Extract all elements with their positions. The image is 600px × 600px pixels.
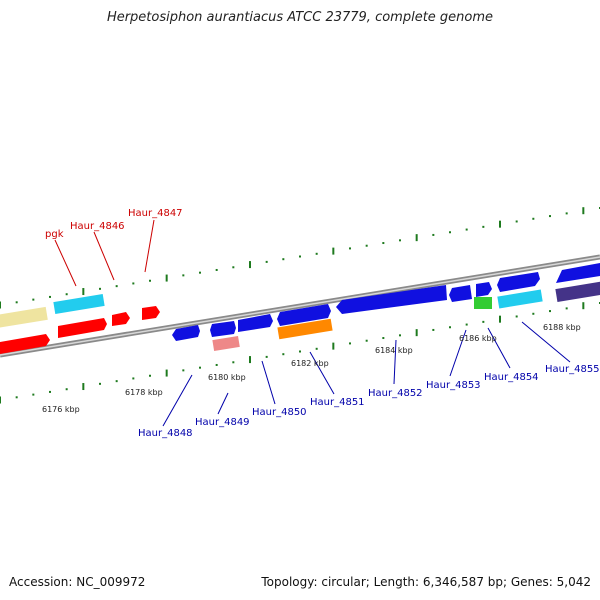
haur4852-leader	[393, 339, 397, 385]
haur4855-leader	[521, 321, 571, 363]
genome-backbone	[0, 254, 600, 358]
label-haur4847: Haur_4847	[128, 208, 183, 219]
kbp-label-6182: 6182 kbp	[291, 359, 329, 368]
gene-blue-4851[interactable]	[277, 304, 331, 326]
kbp-label-6184: 6184 kbp	[375, 346, 413, 355]
gene-pink[interactable]	[212, 335, 240, 352]
gene-labels-top: pgk Haur_4846 Haur_4847	[45, 208, 183, 240]
gene-blue-4849[interactable]	[210, 321, 236, 337]
kbp-label-6186: 6186 kbp	[459, 334, 497, 343]
map-title: Herpetosiphon aurantiacus ATCC 23779, co…	[106, 10, 494, 25]
gene-red-1[interactable]	[0, 334, 50, 354]
label-pgk: pgk	[45, 229, 64, 240]
gene-labels-bottom: Haur_4848 Haur_4849 Haur_4850 Haur_4851 …	[138, 364, 600, 439]
label-haur4846: Haur_4846	[70, 221, 125, 232]
forward-genes	[0, 263, 600, 341]
gene-red-3[interactable]	[112, 312, 130, 326]
label-haur4849: Haur_4849	[195, 417, 250, 428]
haur4847-leader	[144, 219, 155, 273]
gene-blue-a[interactable]	[497, 272, 540, 292]
gene-red-4[interactable]	[142, 306, 160, 320]
gene-blue-4850[interactable]	[238, 314, 273, 332]
haur4853-leader	[449, 329, 467, 377]
kbp-label-6178: 6178 kbp	[125, 388, 163, 397]
pgk-leader	[54, 239, 77, 287]
label-haur4848: Haur_4848	[138, 428, 193, 439]
kbp-label-6176: 6176 kbp	[42, 405, 80, 414]
label-haur4850: Haur_4850	[252, 407, 307, 418]
gene-blue-4855[interactable]	[556, 263, 600, 283]
haur4846-leader	[93, 231, 115, 281]
kbp-label-6188: 6188 kbp	[543, 323, 581, 332]
label-haur4853: Haur_4853	[426, 380, 481, 391]
gene-blue-b[interactable]	[476, 282, 492, 297]
accession-label: Accession: NC_009972	[9, 575, 146, 589]
gene-green[interactable]	[474, 297, 492, 309]
label-haur4851: Haur_4851	[310, 397, 365, 408]
gene-red-2[interactable]	[58, 318, 107, 338]
haur4850-leader	[261, 360, 276, 405]
gene-blue-long[interactable]	[336, 285, 447, 314]
gene-indigo[interactable]	[555, 281, 600, 302]
gene-blue-c[interactable]	[449, 285, 472, 302]
kbp-label-6180: 6180 kbp	[208, 373, 246, 382]
gene-blue-4848[interactable]	[172, 325, 200, 341]
lower-tick-row	[0, 302, 600, 404]
haur4848-leader	[162, 374, 193, 427]
upper-tick-row	[0, 207, 600, 309]
gene-orange[interactable]	[277, 318, 333, 340]
scale-labels: 6176 kbp 6178 kbp 6180 kbp 6182 kbp 6184…	[42, 323, 581, 414]
backbone-highlight	[0, 256, 600, 356]
label-haur4854: Haur_4854	[484, 372, 539, 383]
label-haur4855: Haur_4855	[545, 364, 600, 375]
haur4854-leader	[487, 327, 511, 369]
label-haur4852: Haur_4852	[368, 388, 423, 399]
gene-cyan[interactable]	[53, 294, 105, 314]
label-leaders	[54, 219, 571, 427]
genome-stats: Topology: circular; Length: 6,346,587 bp…	[261, 575, 591, 589]
reverse-genes	[0, 281, 600, 354]
haur4849-leader	[217, 392, 229, 415]
haur4851-leader	[309, 351, 335, 395]
gene-yellow[interactable]	[0, 306, 48, 329]
gene-cyan-2[interactable]	[497, 289, 543, 309]
